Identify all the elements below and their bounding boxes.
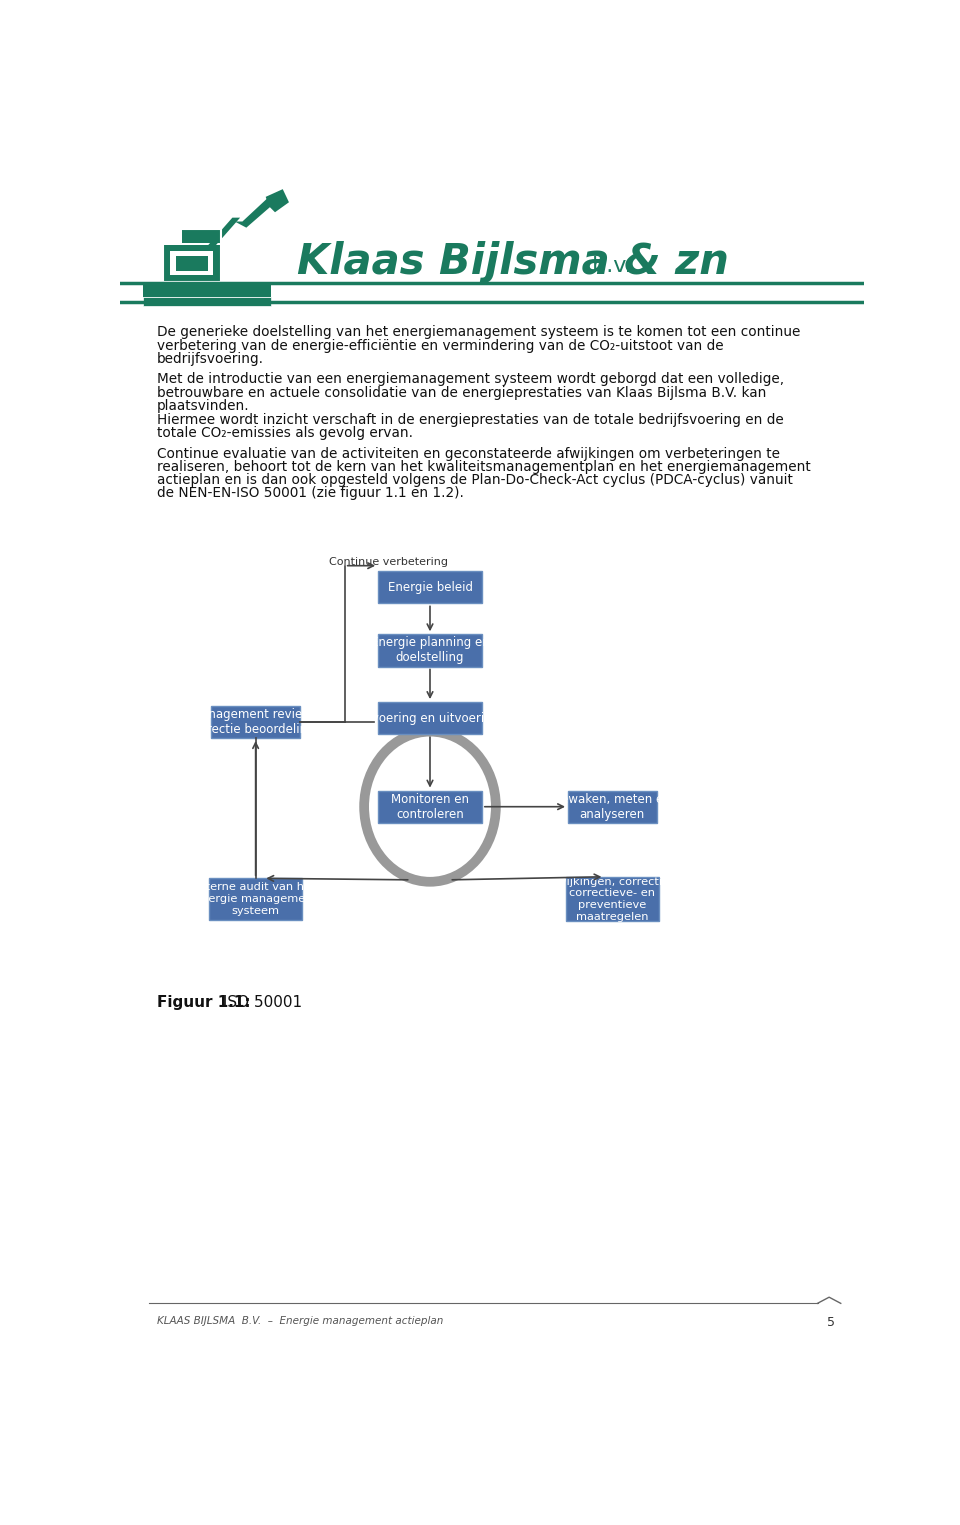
- Text: Invoering en uitvoering: Invoering en uitvoering: [361, 712, 499, 724]
- Polygon shape: [143, 297, 271, 307]
- Text: Energie beleid: Energie beleid: [388, 581, 472, 593]
- Text: totale CO₂-emissies als gevolg ervan.: totale CO₂-emissies als gevolg ervan.: [157, 427, 413, 441]
- Polygon shape: [234, 198, 271, 227]
- FancyBboxPatch shape: [377, 790, 482, 824]
- Text: Management review /
directie beoordeling: Management review / directie beoordeling: [191, 708, 320, 737]
- Polygon shape: [205, 218, 240, 249]
- Text: verbetering van de energie-efficiëntie en vermindering van de CO₂-uitstoot van d: verbetering van de energie-efficiëntie e…: [157, 339, 724, 352]
- Text: Interne audit van het
Energie management
systeem: Interne audit van het Energie management…: [194, 883, 317, 915]
- Text: KLAAS BIJLSMA  B.V.  –  Energie management actieplan: KLAAS BIJLSMA B.V. – Energie management …: [157, 1316, 444, 1327]
- Text: 5: 5: [827, 1316, 835, 1330]
- Text: Klaas Bijlsma & zn: Klaas Bijlsma & zn: [297, 241, 729, 282]
- Text: actieplan en is dan ook opgesteld volgens de Plan-Do-Check-Act cyclus (PDCA-cycl: actieplan en is dan ook opgesteld volgen…: [157, 473, 793, 488]
- Text: ISO 50001: ISO 50001: [218, 996, 301, 1011]
- Polygon shape: [143, 284, 271, 297]
- FancyBboxPatch shape: [565, 877, 659, 921]
- Polygon shape: [176, 256, 207, 271]
- FancyBboxPatch shape: [211, 706, 300, 738]
- Text: b.v.: b.v.: [585, 256, 632, 276]
- Text: Monitoren en
controleren: Monitoren en controleren: [391, 793, 469, 820]
- Polygon shape: [162, 244, 221, 282]
- FancyBboxPatch shape: [377, 634, 482, 666]
- Text: realiseren, behoort tot de kern van het kwaliteitsmanagementplan en het energiem: realiseren, behoort tot de kern van het …: [157, 461, 811, 474]
- Polygon shape: [266, 189, 289, 212]
- FancyBboxPatch shape: [377, 702, 482, 735]
- Polygon shape: [170, 250, 213, 276]
- Text: de NEN-EN-ISO 50001 (zie figuur 1.1 en 1.2).: de NEN-EN-ISO 50001 (zie figuur 1.1 en 1…: [157, 486, 464, 500]
- Text: De generieke doelstelling van het energiemanagement systeem is te komen tot een : De generieke doelstelling van het energi…: [157, 325, 801, 340]
- FancyBboxPatch shape: [567, 790, 657, 824]
- Text: plaatsvinden.: plaatsvinden.: [157, 398, 250, 413]
- Text: Bewaken, meten en
analyseren: Bewaken, meten en analyseren: [553, 793, 671, 820]
- Text: Continue evaluatie van de activiteiten en geconstateerde afwijkingen om verbeter: Continue evaluatie van de activiteiten e…: [157, 447, 780, 461]
- Text: Energie planning en
doelstelling: Energie planning en doelstelling: [371, 636, 490, 665]
- FancyBboxPatch shape: [209, 878, 302, 920]
- Text: bedrijfsvoering.: bedrijfsvoering.: [157, 352, 264, 366]
- Text: Hiermee wordt inzicht verschaft in de energieprestaties van de totale bedrijfsvo: Hiermee wordt inzicht verschaft in de en…: [157, 413, 784, 427]
- Polygon shape: [182, 229, 221, 242]
- FancyBboxPatch shape: [377, 570, 482, 604]
- Text: Met de introductie van een energiemanagement systeem wordt geborgd dat een volle: Met de introductie van een energiemanage…: [157, 372, 784, 386]
- Text: Continue verbetering: Continue verbetering: [329, 557, 448, 567]
- Text: Figuur 1.1:: Figuur 1.1:: [157, 996, 251, 1011]
- Text: Afwijkingen, correcties,
correctieve- en
preventieve
maatregelen: Afwijkingen, correcties, correctieve- en…: [546, 877, 679, 921]
- Text: betrouwbare en actuele consolidatie van de energieprestaties van Klaas Bijlsma B: betrouwbare en actuele consolidatie van …: [157, 386, 767, 400]
